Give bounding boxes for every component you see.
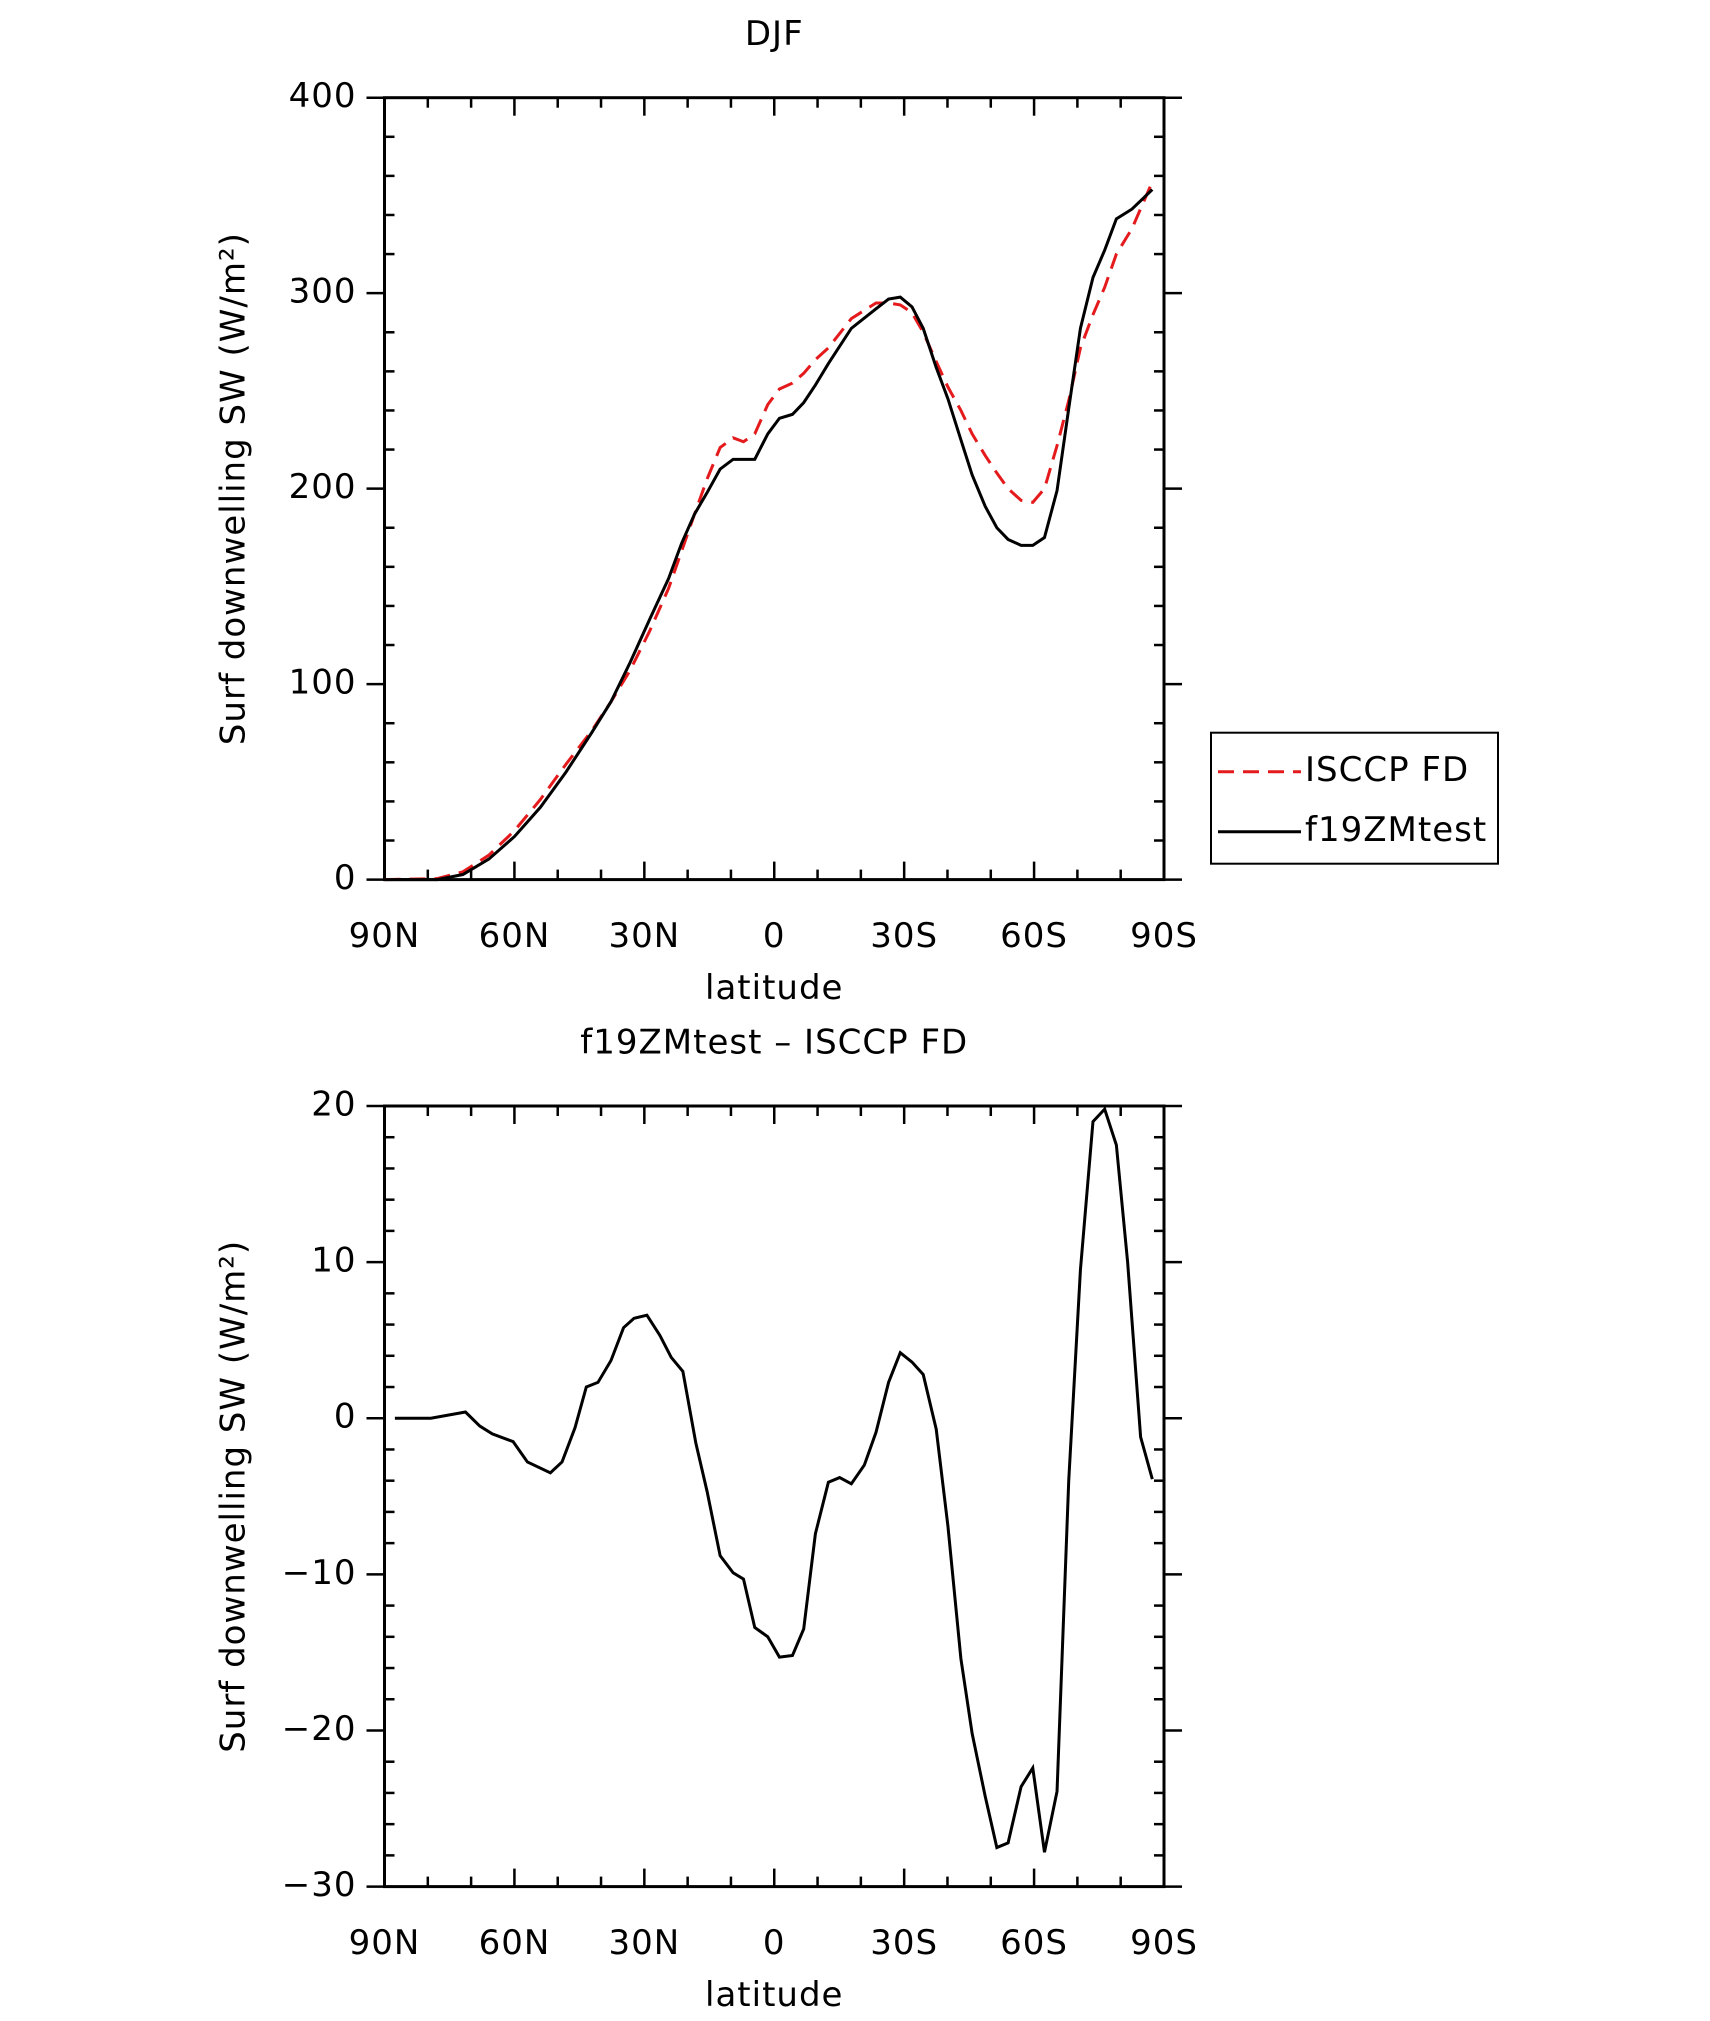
y-tick-label: −10 bbox=[282, 1553, 357, 1593]
y-tick-label: 0 bbox=[334, 858, 357, 898]
y-tick-label: 10 bbox=[311, 1241, 356, 1281]
x-tick-label: 90S bbox=[1130, 1923, 1198, 1963]
x-tick-label: 30S bbox=[870, 916, 938, 956]
y-tick-label: 300 bbox=[289, 272, 357, 312]
data-line bbox=[384, 188, 1154, 882]
x-tick-label: 30S bbox=[870, 1923, 938, 1963]
plot-frame bbox=[383, 1104, 1166, 1889]
x-tick-label: 90N bbox=[349, 1923, 421, 1963]
x-tick-label: 90S bbox=[1130, 916, 1198, 956]
y-axis-label: Surf downwelling SW (W/m²) bbox=[214, 232, 254, 745]
chart-title: DJF bbox=[745, 14, 804, 54]
data-line bbox=[384, 181, 1154, 882]
y-axis-label: Surf downwelling SW (W/m²) bbox=[214, 1240, 254, 1753]
chart-title: f19ZMtest – ISCCP FD bbox=[580, 1023, 968, 1063]
data-line bbox=[394, 1106, 1154, 1853]
y-tick-label: 0 bbox=[334, 1397, 357, 1437]
x-tick-label: 60S bbox=[1000, 916, 1068, 956]
y-tick-label: 200 bbox=[289, 467, 357, 507]
x-tick-label: 0 bbox=[763, 1923, 786, 1963]
legend-label: ISCCP FD bbox=[1305, 750, 1469, 790]
plot-frame bbox=[383, 96, 1166, 882]
x-tick-label: 60N bbox=[479, 916, 551, 956]
x-tick-label: 60S bbox=[1000, 1923, 1068, 1963]
legend-label: f19ZMtest bbox=[1305, 810, 1487, 850]
x-tick-label: 30N bbox=[608, 1923, 680, 1963]
x-axis-label: latitude bbox=[705, 968, 843, 1008]
y-tick-label: 400 bbox=[289, 76, 357, 116]
y-tick-label: −30 bbox=[282, 1865, 357, 1905]
y-tick-label: 100 bbox=[289, 663, 357, 703]
x-tick-label: 60N bbox=[479, 1923, 551, 1963]
x-tick-label: 0 bbox=[763, 916, 786, 956]
x-tick-label: 90N bbox=[349, 916, 421, 956]
y-tick-label: 20 bbox=[311, 1085, 356, 1125]
x-axis-label: latitude bbox=[705, 1975, 843, 2015]
legend-box bbox=[1210, 731, 1499, 865]
x-tick-label: 30N bbox=[608, 916, 680, 956]
y-tick-label: −20 bbox=[282, 1709, 357, 1749]
